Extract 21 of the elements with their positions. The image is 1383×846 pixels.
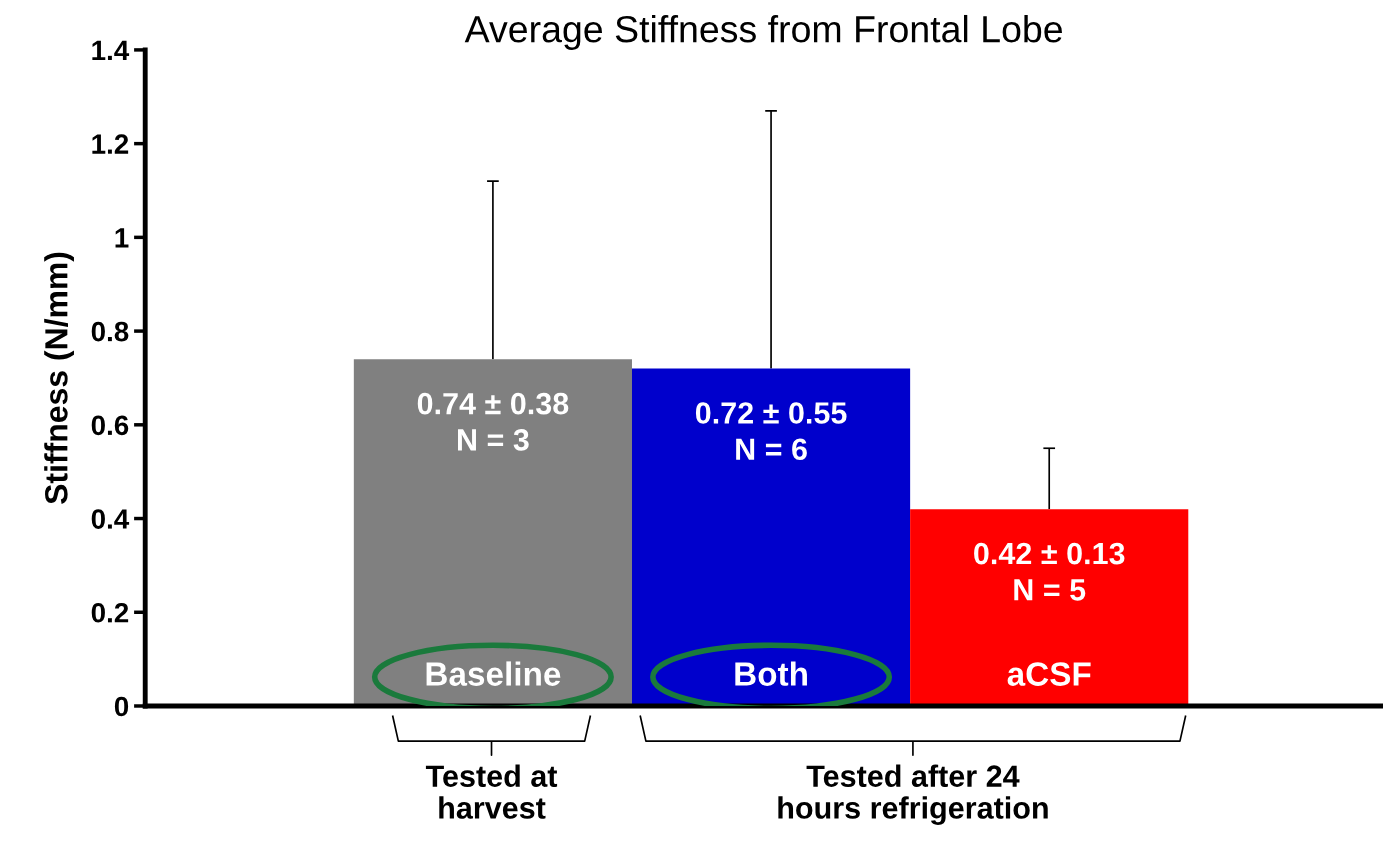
data-label: 0.42 ± 0.13 N = 5 xyxy=(974,542,1125,601)
y-tick-label: 1.4 xyxy=(92,40,130,60)
y-tick-label: 1.2 xyxy=(92,134,129,154)
text: Tested at harvest xyxy=(425,764,558,819)
x-tick-label: Baseline xyxy=(426,661,561,686)
bar xyxy=(631,368,911,706)
chart-title: Average Stiffness from Frontal Lobe xyxy=(464,14,1062,50)
x-tick-label: Both xyxy=(735,661,807,686)
y-tick-label: 0.6 xyxy=(91,415,129,436)
y-tick-label: 0.4 xyxy=(91,509,130,529)
data-label: 0.72 ± 0.55 N = 6 xyxy=(695,402,847,461)
y-tick-label: 0 xyxy=(114,696,129,717)
y-axis-title: Stiffness (N/mm) xyxy=(44,252,74,504)
bar xyxy=(353,359,632,706)
text: Tested after 24 hours refrigeration xyxy=(778,764,1048,825)
y-tick-label: 0.2 xyxy=(91,602,129,623)
y-tick-label: 1 xyxy=(115,228,129,248)
x-tick-label: aCSF xyxy=(1007,662,1091,686)
bar xyxy=(910,509,1189,706)
data-label: 0.74 ± 0.38 N = 3 xyxy=(417,392,569,451)
y-tick-label: 0.8 xyxy=(91,321,129,342)
